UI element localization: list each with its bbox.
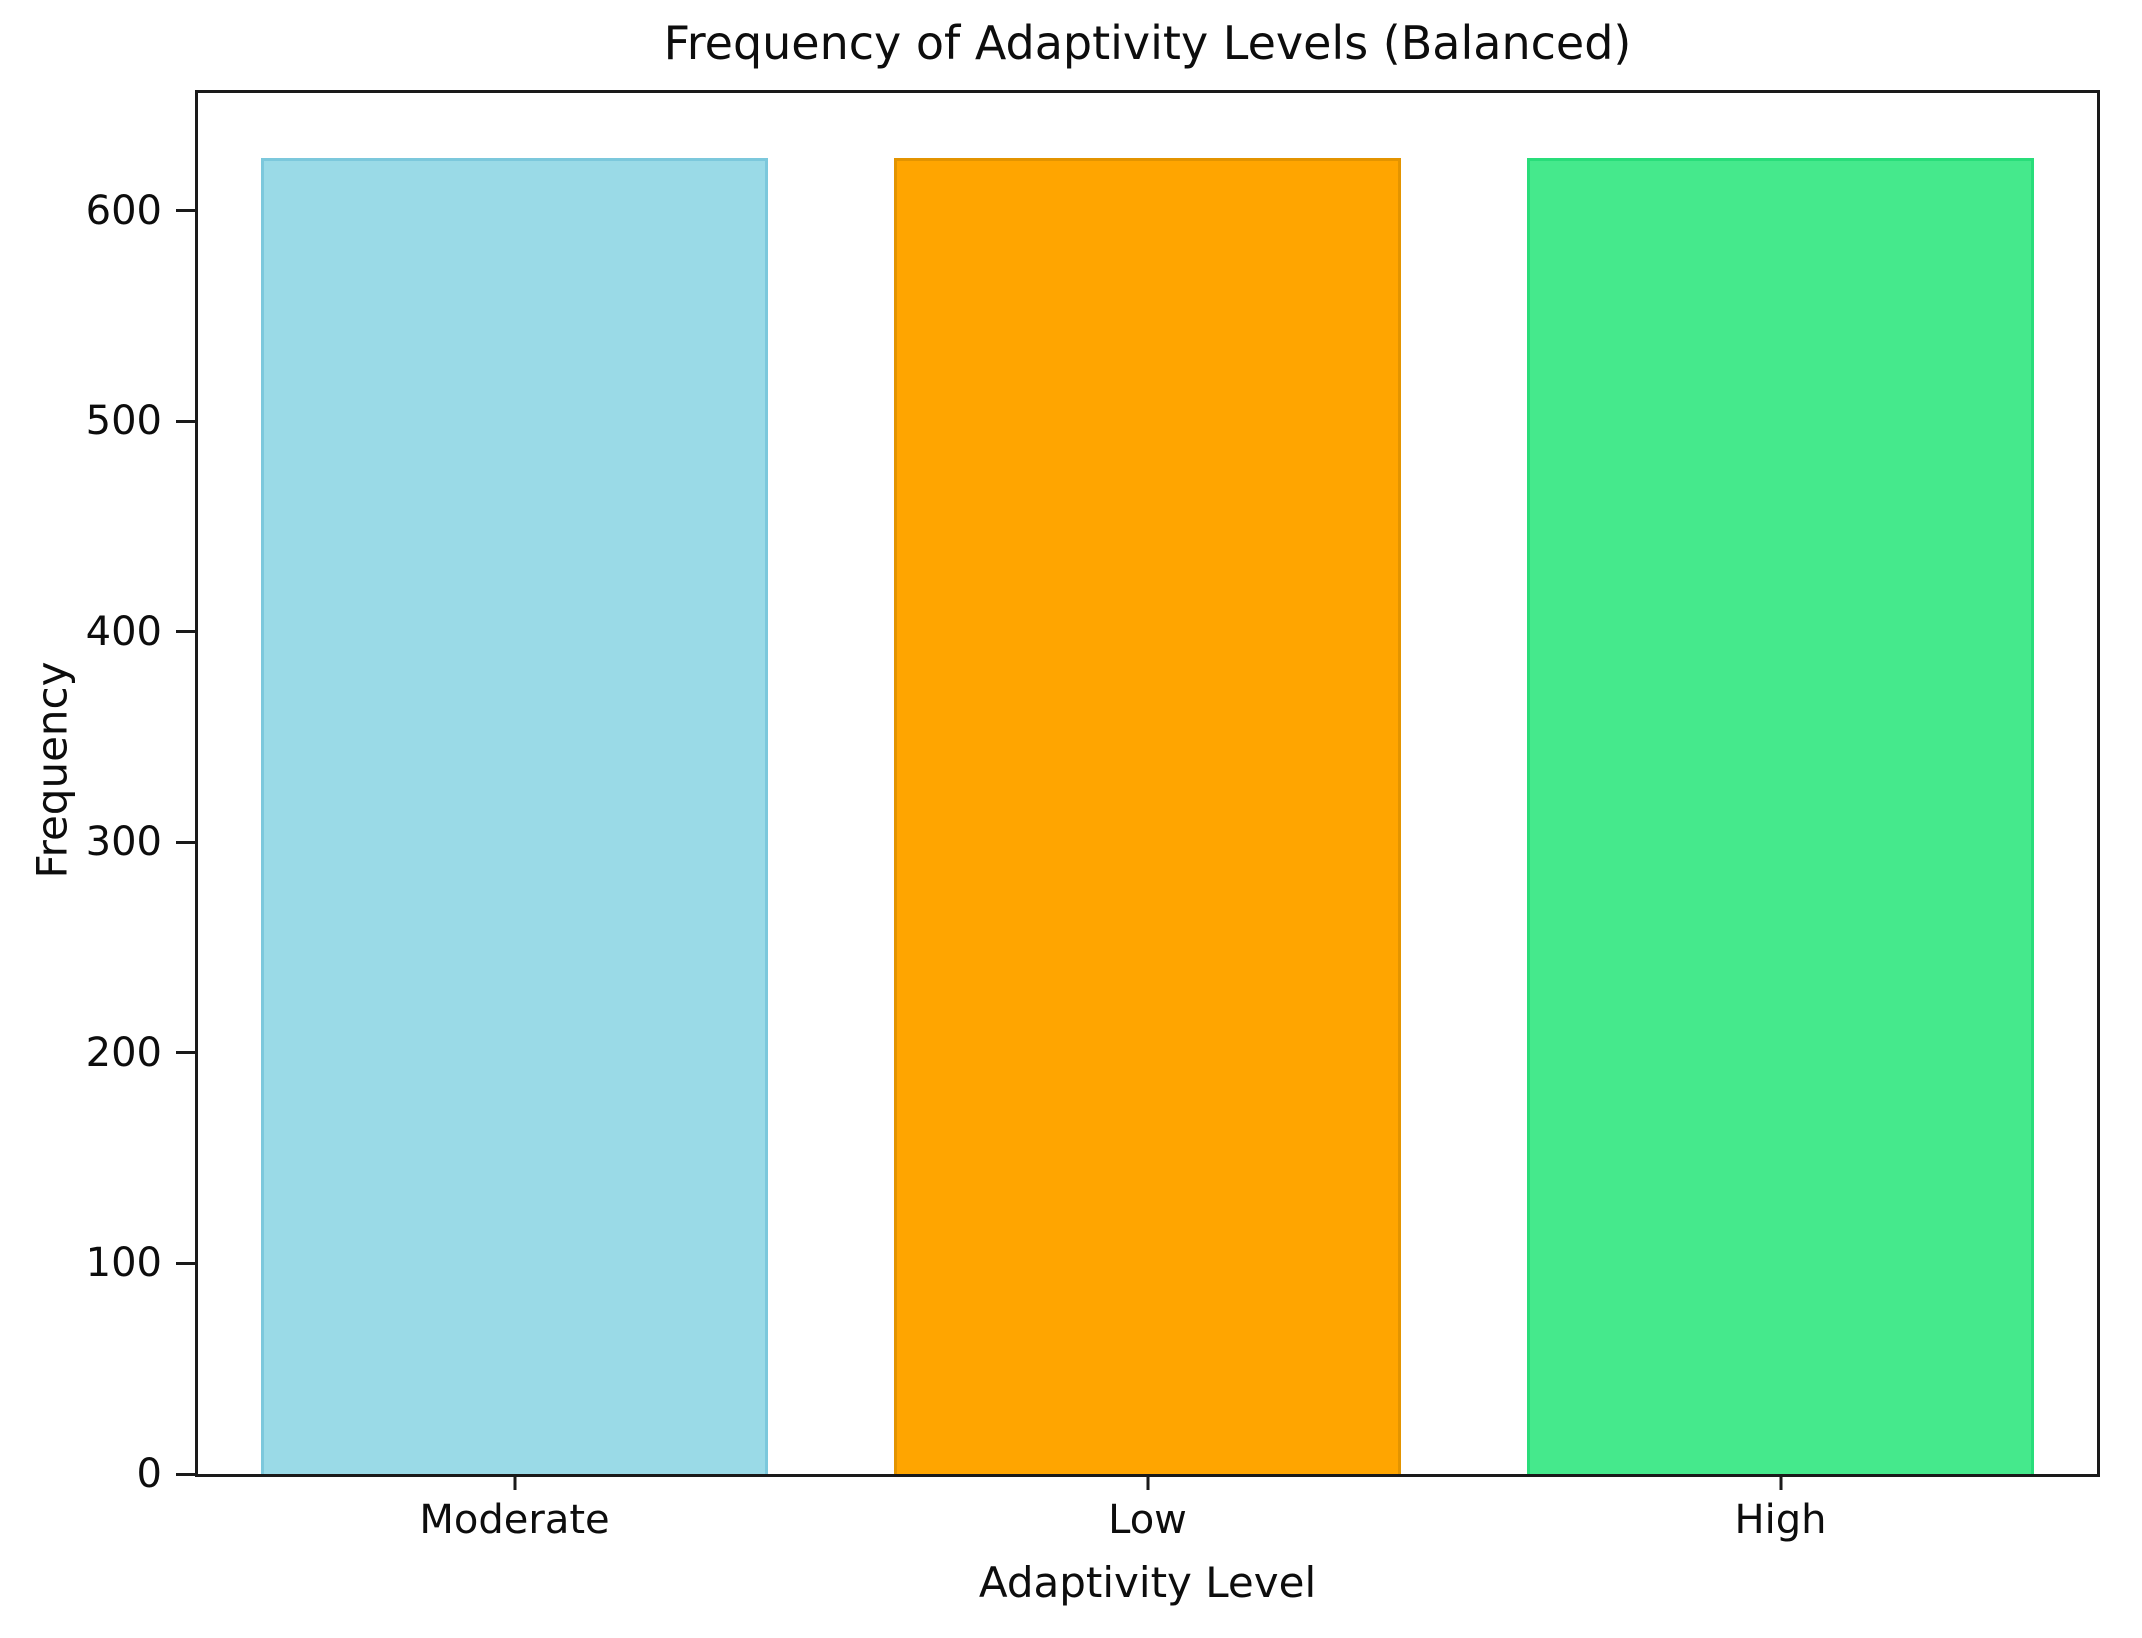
- y-tick-mark: [176, 1261, 195, 1265]
- plot-area: Moderate Low High 0 100 200 300 400 500 600: [86, 90, 2100, 1542]
- bar-slot-moderate: Moderate: [198, 93, 831, 1542]
- y-tick-label: 100: [85, 1240, 162, 1287]
- y-tick-mark: [176, 630, 195, 634]
- y-tick-label: 300: [85, 819, 162, 866]
- y-tick-label: 600: [85, 187, 162, 234]
- y-tick-mark: [176, 1051, 195, 1055]
- y-tick-label: 400: [85, 608, 162, 655]
- y-tick-mark: [176, 1472, 195, 1476]
- bar-slot-low: Low: [831, 93, 1464, 1542]
- y-tick-mark: [176, 209, 195, 213]
- bar-high: [1527, 158, 2034, 1474]
- bar-moderate: [261, 158, 768, 1474]
- bars-container: Moderate Low High: [198, 93, 2097, 1542]
- y-tick-label: 500: [85, 398, 162, 445]
- chart-title: Frequency of Adaptivity Levels (Balanced…: [663, 16, 1632, 70]
- bar-slot-high: High: [1464, 93, 2097, 1542]
- y-axis-label: Frequency: [27, 661, 77, 879]
- x-category-label-low: Low: [1108, 1497, 1187, 1543]
- bar-low: [894, 158, 1401, 1474]
- x-tick-mark: [1146, 1474, 1149, 1490]
- x-category-label-moderate: Moderate: [419, 1497, 610, 1543]
- x-category-label-high: High: [1734, 1497, 1827, 1543]
- x-tick-mark: [513, 1474, 516, 1490]
- y-tick-label: 200: [85, 1029, 162, 1076]
- x-tick-mark: [1779, 1474, 1782, 1490]
- x-axis-label: Adaptivity Level: [978, 1558, 1317, 1607]
- y-tick-mark: [176, 419, 195, 423]
- y-tick-label: 0: [136, 1451, 162, 1497]
- y-tick-mark: [176, 840, 195, 844]
